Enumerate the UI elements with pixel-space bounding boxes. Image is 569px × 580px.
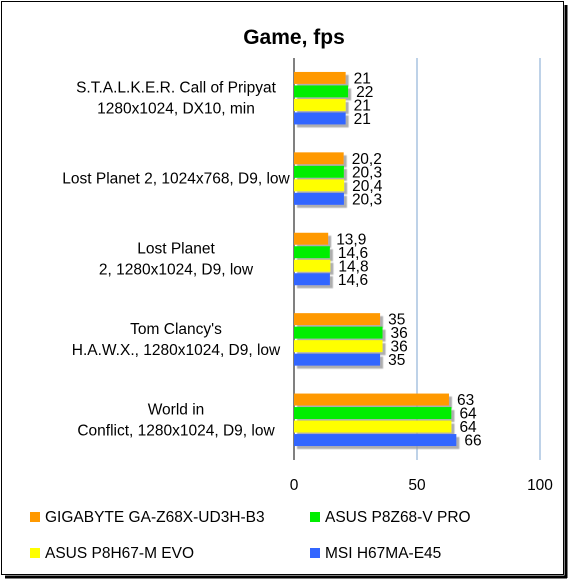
chart-title: Game, fps [243, 26, 345, 49]
legend-label: GIGABYTE GA-Z68X-UD3H-B3 [45, 509, 265, 526]
bar-value-label: 36 [391, 325, 408, 342]
category-label: Lost Planet 2, 1024x768, D9, low [62, 171, 290, 188]
grid-layer [293, 58, 541, 460]
bar [294, 246, 330, 259]
bar [294, 259, 331, 272]
bar [294, 232, 329, 245]
bar [294, 353, 381, 366]
bar-value-label: 63 [457, 392, 474, 409]
bar-value-label: 14,6 [338, 272, 368, 289]
bar-value-label: 20,2 [352, 151, 382, 168]
bar [294, 192, 344, 205]
chart-border [1, 1, 564, 575]
category-label: H.A.W.X., 1280x1024, D9, low [72, 342, 281, 359]
legend-label: ASUS P8Z68-V PRO [325, 509, 471, 526]
bar [294, 85, 349, 98]
x-tick-label: 0 [290, 477, 299, 494]
bar [294, 71, 346, 84]
legend-label: ASUS P8H67-M EVO [45, 545, 194, 562]
bar [294, 420, 452, 433]
category-label: 1280x1024, DX10, min [97, 101, 255, 118]
bar [294, 393, 449, 406]
bar-value-label: 35 [388, 352, 405, 369]
bar-value-label: 64 [459, 419, 477, 436]
bar [294, 326, 383, 339]
category-label: World in [148, 401, 205, 418]
bar [294, 112, 346, 125]
bar [294, 407, 452, 420]
bar [294, 165, 344, 178]
bar-value-label: 21 [354, 97, 371, 114]
bar-value-label: 13,9 [336, 231, 366, 248]
bar-value-label: 35 [388, 312, 405, 329]
bar [294, 152, 344, 165]
legend-label: MSI H67MA-E45 [325, 545, 441, 562]
bar-value-label: 64 [459, 406, 477, 423]
bar-value-label: 14,6 [338, 245, 368, 262]
bar-value-label: 36 [391, 339, 408, 356]
category-label: Tom Clancy's [130, 321, 222, 338]
legend: GIGABYTE GA-Z68X-UD3H-B3 ASUS P8Z68-V PRO… [30, 509, 471, 562]
labels-layer: 0 50 100 S.T.A.L.K.E.R. Call of Pripyat 1280… [62, 70, 553, 494]
bar [294, 340, 383, 353]
bar [294, 313, 381, 326]
bar-value-label: 20,3 [352, 164, 382, 181]
category-label: S.T.A.L.K.E.R. Call of Pripyat [76, 80, 277, 97]
bar-value-label: 66 [464, 433, 481, 450]
bar [294, 98, 346, 111]
bar-value-label: 20,4 [352, 178, 383, 195]
bar-value-label: 21 [354, 70, 371, 87]
bar-value-label: 20,3 [352, 191, 382, 208]
legend-swatch [310, 548, 320, 558]
x-tick-label: 100 [527, 477, 553, 494]
bar-value-label: 22 [356, 84, 373, 101]
bar [294, 273, 330, 286]
legend-swatch [310, 512, 320, 522]
category-label: Lost Planet [137, 241, 215, 258]
legend-swatch [30, 548, 40, 558]
bars-layer [294, 71, 457, 447]
category-label: 2, 1280x1024, D9, low [99, 262, 254, 279]
category-label: Conflict, 1280x1024, D9, low [77, 422, 275, 439]
bar-value-label: 21 [354, 111, 371, 128]
bar [294, 179, 345, 192]
legend-swatch [30, 512, 40, 522]
x-tick-label: 50 [408, 477, 426, 494]
bar-value-label: 14,8 [338, 258, 368, 275]
bar [294, 434, 457, 447]
